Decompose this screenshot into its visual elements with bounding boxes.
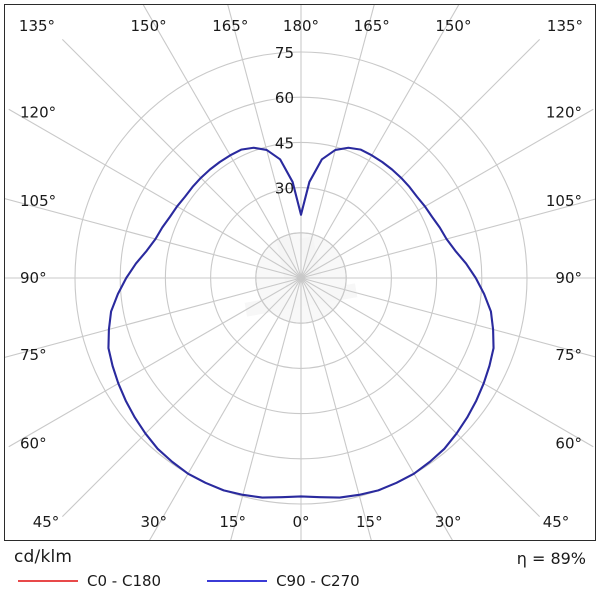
angle-tick-label: 135° bbox=[547, 17, 583, 35]
angle-tick-label: 30° bbox=[435, 513, 462, 531]
angle-tick-label: 30° bbox=[140, 513, 167, 531]
angle-tick-label: 90° bbox=[20, 269, 47, 287]
angle-tick-label: 150° bbox=[131, 17, 167, 35]
legend-label-c90-c270: C90 - C270 bbox=[276, 572, 360, 590]
angle-tick-label: 105° bbox=[20, 192, 56, 210]
radial-tick-30: 30 bbox=[275, 180, 294, 198]
angle-tick-label: 180° bbox=[283, 17, 319, 35]
angle-tick-label: 15° bbox=[356, 513, 383, 531]
radial-tick-60: 60 bbox=[275, 89, 294, 107]
angle-tick-label: 120° bbox=[20, 103, 56, 121]
angle-tick-label: 60° bbox=[20, 435, 47, 453]
legend-entry-c0-c180[interactable]: C0 - C180 bbox=[18, 572, 161, 590]
series-line-1 bbox=[107, 146, 495, 499]
polar-chart-svg: 30 45 60 75 135° 120° 105° 90° 75° 60° 45° 30° 15° 0… bbox=[5, 5, 595, 540]
angle-tick-label: 165° bbox=[354, 17, 390, 35]
angle-tick-label: 105° bbox=[546, 192, 582, 210]
angular-tick-labels: 135° 120° 105° 90° 75° 60° 45° 30° 15° 0° 15° 30° 45… bbox=[19, 17, 583, 531]
polar-gridlines bbox=[5, 5, 595, 540]
angle-tick-label: 45° bbox=[33, 513, 60, 531]
chart-legend: cd/klm η = 89% C0 - C180 C90 - C270 bbox=[0, 546, 600, 600]
legend-swatch-c0-c180 bbox=[18, 580, 78, 582]
angle-tick-label: 120° bbox=[546, 103, 582, 121]
angle-tick-label: 165° bbox=[212, 17, 248, 35]
angle-tick-label: 15° bbox=[219, 513, 246, 531]
radial-tick-75: 75 bbox=[275, 44, 294, 62]
angle-tick-label: 150° bbox=[435, 17, 471, 35]
unit-label: cd/klm bbox=[14, 547, 73, 567]
legend-label-c0-c180: C0 - C180 bbox=[87, 572, 162, 590]
angle-tick-label: 45° bbox=[543, 513, 570, 531]
angle-tick-label: 135° bbox=[19, 17, 55, 35]
radial-tick-labels: 30 45 60 75 bbox=[275, 44, 294, 198]
angle-tick-label: 0° bbox=[292, 513, 309, 531]
legend-swatch-c90-c270 bbox=[207, 580, 268, 582]
data-series-layer bbox=[107, 146, 495, 499]
angle-tick-label: 60° bbox=[555, 435, 582, 453]
polar-plot-frame: 30 45 60 75 135° 120° 105° 90° 75° 60° 45° 30° 15° 0… bbox=[4, 4, 596, 541]
angle-tick-label: 90° bbox=[555, 269, 582, 287]
legend-entry-c90-c270[interactable]: C90 - C270 bbox=[207, 572, 360, 590]
angle-tick-label: 75° bbox=[555, 346, 582, 364]
radial-tick-45: 45 bbox=[275, 134, 294, 152]
angle-tick-label: 75° bbox=[20, 346, 47, 364]
legend-entries: C0 - C180 C90 - C270 bbox=[18, 572, 360, 590]
efficiency-label: η = 89% bbox=[516, 549, 586, 568]
